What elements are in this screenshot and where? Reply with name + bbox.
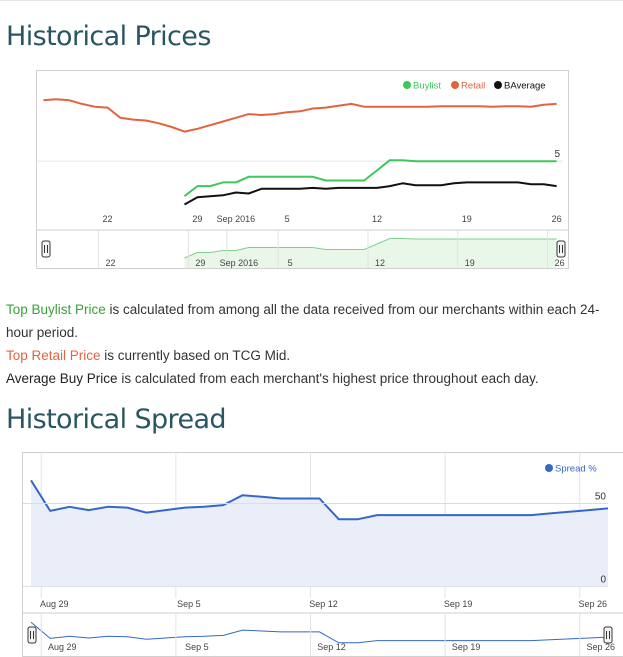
spread-navigator-tick-label: Aug 29 — [48, 642, 77, 652]
historical-spread-heading: Historical Spread — [6, 404, 227, 435]
spread-y-tick-label: 50 — [595, 491, 607, 502]
prices-navigator-tick-label: 5 — [288, 258, 293, 268]
historical-prices-chart[interactable]: 5 22 29 Sep 2016 5 12 19 26 Buylist Retail BAverag… — [36, 70, 569, 269]
prices-x-tick-label: Sep 2016 — [217, 214, 256, 224]
spread-navigator-right-handle[interactable] — [603, 626, 613, 644]
spread-navigator-tick-label: Sep 12 — [317, 642, 346, 652]
prices-x-tick-label: 5 — [285, 214, 290, 224]
average-description: Average Buy Price is calculated from eac… — [6, 367, 539, 390]
prices-navigator-right-handle[interactable] — [556, 240, 566, 258]
retail-description: Top Retail Price is currently based on T… — [6, 344, 290, 367]
buylist-term: Top Buylist Price — [6, 302, 106, 317]
top-divider — [0, 0, 623, 1]
prices-navigator-tick-label: 12 — [375, 258, 385, 268]
prices-legend-marker — [451, 81, 459, 89]
prices-navigator-left-handle[interactable] — [41, 240, 51, 258]
retail-description-text: is currently based on TCG Mid. — [100, 348, 291, 363]
historical-spread-svg: 0 50 Aug 29 Sep 5 Sep 12 Sep 19 Sep 26 Spread %… — [23, 453, 623, 656]
prices-navigator-tick-label: 29 — [195, 258, 205, 268]
prices-navigator-tick-label: 19 — [465, 258, 475, 268]
prices-x-tick-label: 19 — [462, 214, 472, 224]
spread-x-tick-label: Sep 19 — [444, 599, 473, 609]
prices-series-line-buylist — [183, 159, 557, 197]
prices-x-tick-label: 26 — [552, 214, 562, 224]
prices-legend-label[interactable]: Retail — [461, 81, 485, 92]
spread-navigator-tick-label: Sep 5 — [185, 642, 209, 652]
spread-y-tick-label: 0 — [600, 574, 606, 585]
spread-navigator-left-handle[interactable] — [27, 626, 37, 644]
average-description-text: is calculated from each merchant's highe… — [117, 371, 539, 386]
prices-series-line-retail — [43, 98, 557, 133]
prices-legend-label[interactable]: BAverage — [504, 81, 546, 92]
prices-navigator-area — [184, 238, 557, 268]
prices-x-tick-label: 29 — [192, 214, 202, 224]
spread-legend-marker — [545, 464, 553, 472]
prices-legend-label[interactable]: Buylist — [413, 81, 441, 92]
prices-x-tick-label: 22 — [103, 214, 113, 224]
retail-term: Top Retail Price — [6, 348, 101, 363]
spread-navigator-tick-label: Sep 26 — [587, 642, 616, 652]
prices-series-line-baverage — [184, 181, 557, 206]
spread-legend-label[interactable]: Spread % — [555, 464, 597, 475]
prices-x-tick-label: 12 — [372, 214, 382, 224]
spread-x-tick-label: Sep 12 — [309, 599, 338, 609]
buylist-description-text: is calculated from among all the data re… — [6, 302, 600, 340]
prices-navigator-tick-label: 22 — [106, 258, 116, 268]
historical-prices-heading: Historical Prices — [6, 21, 211, 52]
spread-x-tick-label: Aug 29 — [40, 599, 69, 609]
historical-prices-svg: 5 22 29 Sep 2016 5 12 19 26 Buylist Retail BAverag… — [37, 71, 568, 268]
spread-series-line — [30, 479, 609, 521]
prices-legend-marker — [494, 81, 502, 89]
prices-navigator-tick-label: 26 — [555, 258, 565, 268]
prices-navigator-line — [184, 238, 557, 259]
spread-area-fill — [31, 480, 608, 587]
buylist-description: Top Buylist Price is calculated from amo… — [6, 298, 606, 344]
prices-plot-background — [37, 71, 568, 268]
spread-navigator-line — [30, 621, 609, 644]
historical-spread-chart[interactable]: 0 50 Aug 29 Sep 5 Sep 12 Sep 19 Sep 26 Spread %… — [22, 452, 623, 657]
average-term: Average Buy Price — [6, 371, 118, 386]
prices-y-tick-label: 5 — [554, 149, 560, 160]
prices-legend-marker — [403, 81, 411, 89]
spread-x-tick-label: Sep 5 — [177, 599, 201, 609]
spread-x-tick-label: Sep 26 — [579, 599, 608, 609]
prices-navigator-tick-label: Sep 2016 — [220, 258, 259, 268]
spread-navigator-tick-label: Sep 19 — [452, 642, 481, 652]
